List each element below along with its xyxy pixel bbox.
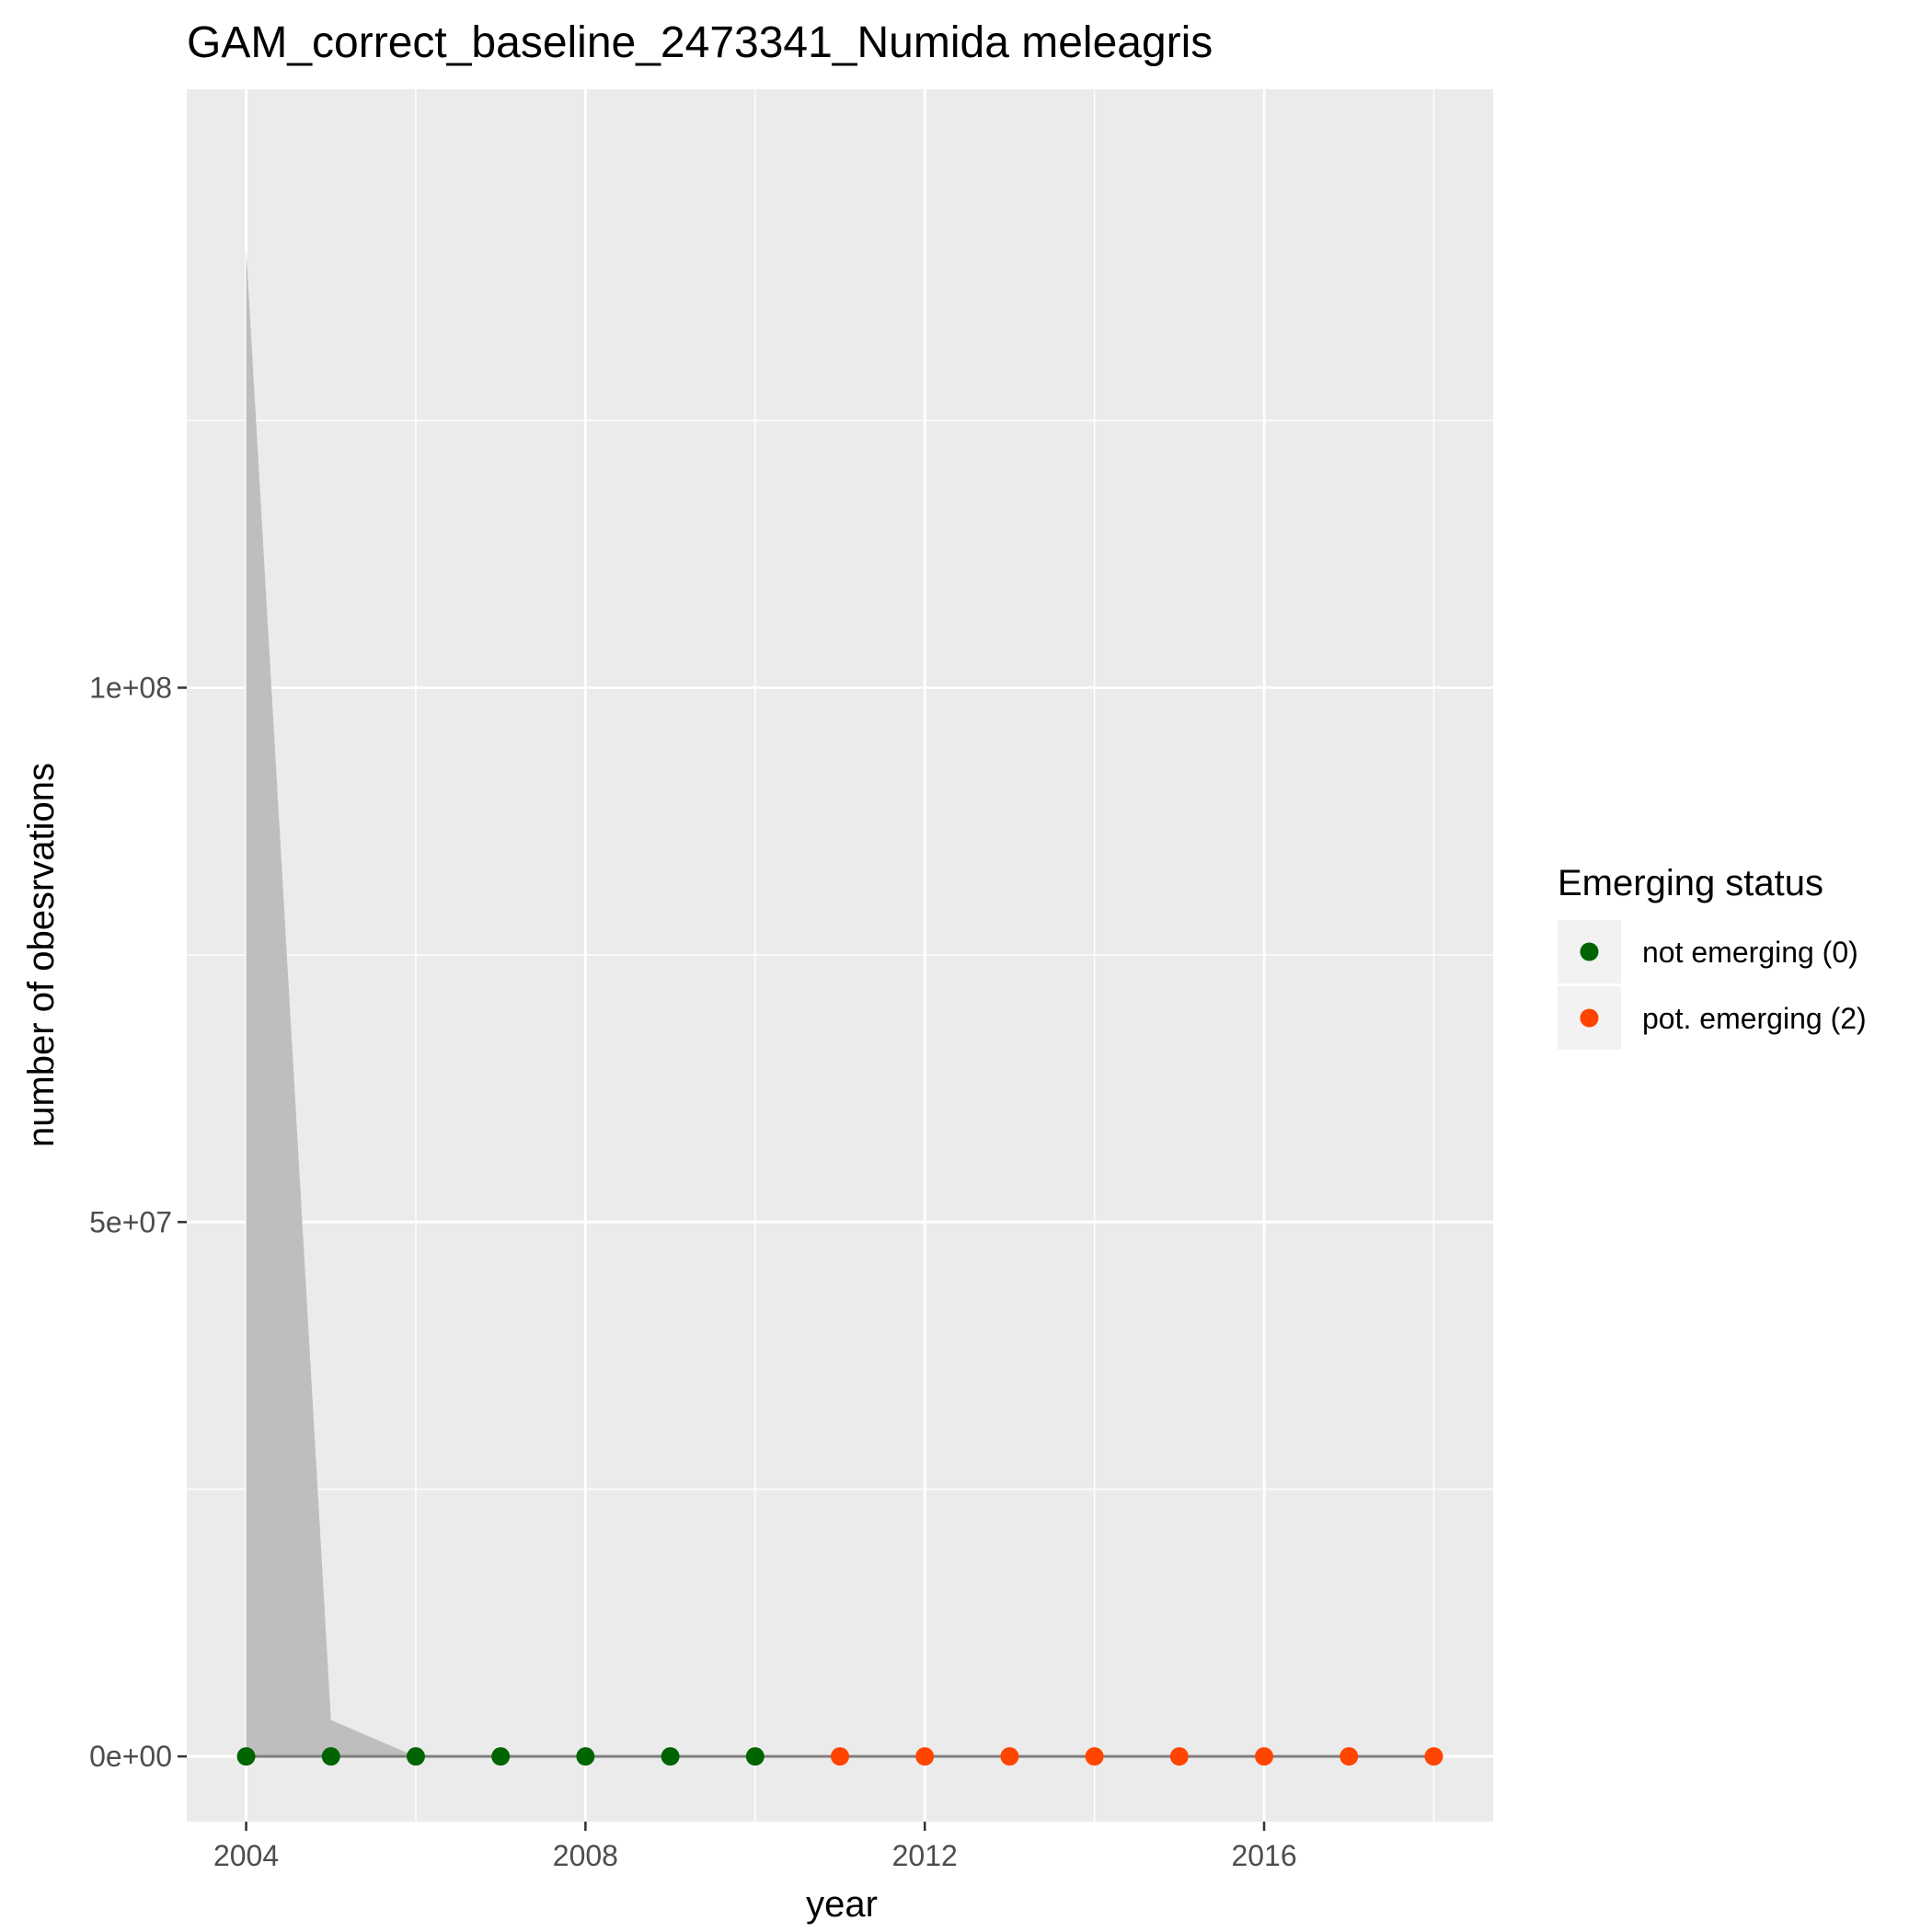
chart-title: GAM_correct_baseline_2473341_Numida mele… bbox=[187, 18, 1213, 67]
data-point bbox=[745, 1747, 765, 1766]
legend-marker bbox=[1580, 1008, 1599, 1028]
legend-items: not emerging (0) pot. emerging (2) bbox=[1558, 920, 1867, 1050]
y-axis-label: number of obesrvations bbox=[21, 763, 62, 1147]
legend-title: Emerging status bbox=[1558, 863, 1823, 903]
data-point bbox=[1000, 1747, 1019, 1766]
data-point bbox=[406, 1747, 425, 1766]
x-tick-label: 2004 bbox=[213, 1839, 279, 1872]
data-point bbox=[915, 1747, 935, 1766]
x-tick-label: 2008 bbox=[553, 1839, 618, 1872]
data-point bbox=[1169, 1747, 1189, 1766]
y-tick-label: 1e+08 bbox=[89, 672, 172, 705]
legend-label: not emerging (0) bbox=[1642, 936, 1858, 969]
points-layer bbox=[236, 1747, 1443, 1766]
y-tick-label: 5e+07 bbox=[89, 1205, 172, 1238]
data-point bbox=[661, 1747, 680, 1766]
data-point bbox=[1255, 1747, 1274, 1766]
data-point bbox=[321, 1747, 340, 1766]
data-point bbox=[831, 1747, 849, 1766]
y-axis: 0e+00 5e+07 1e+08 bbox=[89, 672, 187, 1773]
legend-label: pot. emerging (2) bbox=[1642, 1002, 1867, 1035]
x-tick-label: 2012 bbox=[892, 1839, 958, 1872]
legend-marker bbox=[1580, 942, 1599, 961]
data-point bbox=[491, 1747, 511, 1766]
x-axis: 2004 2008 2012 2016 bbox=[213, 1822, 1297, 1872]
x-axis-label: year bbox=[806, 1884, 878, 1925]
data-point bbox=[1424, 1747, 1443, 1766]
data-point bbox=[236, 1747, 256, 1766]
y-tick-label: 0e+00 bbox=[89, 1740, 172, 1773]
data-point bbox=[1340, 1747, 1359, 1766]
grid-minor bbox=[187, 89, 1493, 1822]
data-point bbox=[1085, 1747, 1104, 1766]
legend: Emerging status not emerging (0) pot. eme… bbox=[1558, 863, 1867, 1050]
data-point bbox=[576, 1747, 595, 1766]
x-tick-label: 2016 bbox=[1231, 1839, 1296, 1872]
